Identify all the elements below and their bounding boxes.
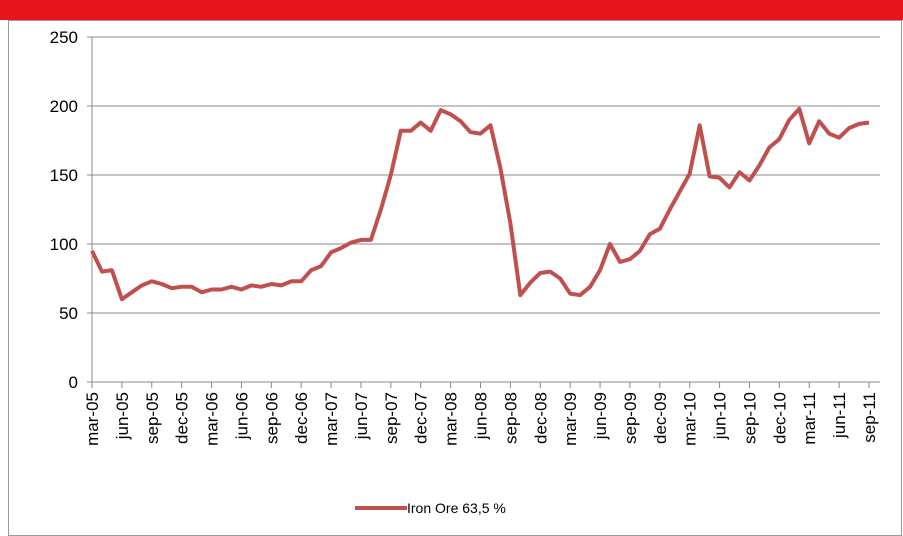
x-tick-label: dec-10 (770, 392, 789, 444)
x-tick-label: jun-05 (113, 392, 132, 440)
x-tick-label: mar-05 (83, 392, 102, 446)
x-tick-label: dec-06 (292, 392, 311, 444)
x-tick-label: mar-07 (322, 392, 341, 446)
x-tick-label: sep-08 (501, 392, 520, 444)
header-bar (0, 0, 903, 20)
x-tick-label: jun-07 (352, 392, 371, 440)
x-tick-label: mar-10 (681, 392, 700, 446)
x-tick-label: jun-08 (472, 392, 491, 440)
y-tick-label: 50 (59, 304, 78, 323)
x-tick-label: jun-10 (711, 392, 730, 440)
x-tick-label: mar-11 (800, 392, 819, 445)
x-tick-label: sep-10 (740, 392, 759, 444)
y-tick-label: 200 (50, 97, 78, 116)
x-tick-label: sep-11 (860, 392, 879, 443)
x-tick-label: dec-07 (412, 392, 431, 444)
x-tick-label: sep-05 (143, 392, 162, 444)
x-tick-label: dec-09 (651, 392, 670, 444)
x-tick-label: jun-11 (830, 392, 849, 439)
x-tick-label: mar-09 (561, 392, 580, 446)
x-tick-label: jun-06 (232, 392, 251, 440)
x-tick-label: mar-08 (442, 392, 461, 446)
series-line (90, 106, 870, 302)
y-tick-label: 150 (50, 166, 78, 185)
x-tick-label: jun-09 (591, 392, 610, 440)
y-tick-label: 250 (50, 28, 78, 47)
y-tick-label: 100 (50, 235, 78, 254)
x-tick-label: sep-09 (621, 392, 640, 444)
x-tick-label: sep-07 (382, 392, 401, 444)
x-tick-label: dec-05 (173, 392, 192, 444)
x-tick-label: sep-06 (262, 392, 281, 444)
legend-label: Iron Ore 63,5 % (407, 500, 506, 516)
y-tick-label: 0 (69, 373, 78, 392)
x-tick-label: dec-08 (531, 392, 550, 444)
x-tick-label: mar-06 (203, 392, 222, 446)
chart-border (8, 20, 902, 536)
